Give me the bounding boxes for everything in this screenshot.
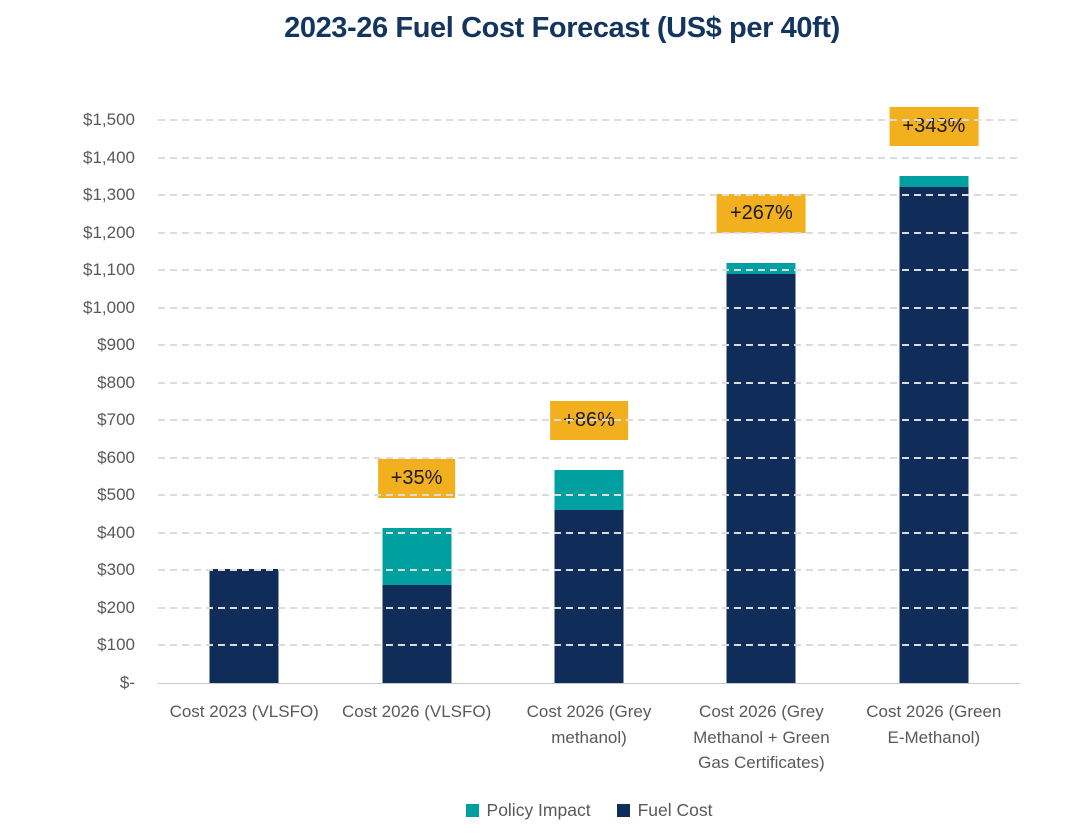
plot-area: Cost 2023 (VLSFO) +35% Cost 2026 (VLSFO) +8… bbox=[158, 106, 1020, 772]
y-axis: $- $100 $200 $300 $400 $500 $600 $700 $800 $900 $1… bbox=[40, 110, 135, 692]
y-tick-label: $1,000 bbox=[83, 297, 135, 317]
policy-impact-segment bbox=[382, 528, 452, 585]
x-axis-category-label: Cost 2026 (Grey methanol) bbox=[526, 702, 652, 747]
legend-item: Policy Impact bbox=[465, 800, 591, 821]
gridline bbox=[158, 156, 1020, 159]
percent-increase-badge: +35% bbox=[377, 459, 456, 499]
y-tick-label: $600 bbox=[97, 447, 135, 467]
bar-column-4: +267% Cost 2026 (Grey Methanol + Green Ga… bbox=[675, 120, 847, 772]
gridline bbox=[158, 119, 1020, 121]
gridline bbox=[158, 419, 1020, 422]
fuel-cost-segment bbox=[382, 584, 452, 683]
x-axis-category-label: Cost 2026 (Green E-Methanol) bbox=[866, 702, 1002, 747]
percent-increase-badge: +267% bbox=[717, 193, 806, 233]
fuel-cost-segment bbox=[726, 273, 796, 683]
bar-column-2: +35% Cost 2026 (VLSFO) bbox=[330, 120, 502, 721]
policy-impact-segment bbox=[554, 470, 624, 510]
policy-impact-segment bbox=[726, 262, 796, 274]
y-tick-label: $900 bbox=[97, 335, 135, 355]
y-tick-label: $800 bbox=[97, 372, 135, 392]
chart-title: 2023-26 Fuel Cost Forecast (US$ per 40ft… bbox=[284, 12, 840, 44]
y-tick-label: $1,100 bbox=[83, 260, 135, 280]
fuel-cost-segment bbox=[209, 568, 279, 683]
gridline bbox=[158, 344, 1020, 347]
bar-stack bbox=[554, 470, 624, 683]
y-tick-label: $200 bbox=[97, 597, 135, 617]
gridline bbox=[158, 381, 1020, 384]
y-tick-label: $400 bbox=[97, 522, 135, 542]
legend-label: Fuel Cost bbox=[637, 800, 713, 820]
gridline bbox=[158, 306, 1020, 309]
fuel-cost-segment bbox=[554, 509, 624, 683]
x-axis-category-label: Cost 2023 (VLSFO) bbox=[169, 702, 319, 721]
bar-stack bbox=[726, 262, 796, 683]
y-tick-label: $700 bbox=[97, 410, 135, 430]
legend: Policy Impact Fuel Cost bbox=[158, 800, 1020, 821]
policy-impact-segment bbox=[899, 175, 969, 187]
bar-column-5: +343% Cost 2026 (Green E-Methanol) bbox=[848, 106, 1020, 747]
gridline bbox=[158, 531, 1020, 534]
y-tick-label: $1,500 bbox=[83, 110, 135, 129]
y-tick-label: $1,400 bbox=[83, 147, 135, 167]
percent-increase-badge: +343% bbox=[889, 106, 979, 146]
y-tick-label: $300 bbox=[97, 560, 135, 580]
gridline bbox=[158, 606, 1020, 609]
legend-swatch-icon bbox=[465, 804, 479, 817]
gridline bbox=[158, 569, 1020, 572]
bar-columns: Cost 2023 (VLSFO) +35% Cost 2026 (VLSFO) +8… bbox=[158, 106, 1020, 772]
bar-stack bbox=[209, 568, 279, 683]
legend-label: Policy Impact bbox=[486, 800, 591, 820]
y-tick-label: $100 bbox=[97, 635, 135, 655]
gridline bbox=[158, 644, 1020, 647]
gridline bbox=[158, 231, 1020, 234]
bar-column-3: +86% Cost 2026 (Grey methanol) bbox=[503, 120, 675, 747]
y-tick-label: $- bbox=[119, 673, 135, 692]
gridline bbox=[158, 194, 1020, 197]
x-axis-category-label: Cost 2026 (VLSFO) bbox=[341, 702, 492, 721]
gridline bbox=[158, 269, 1020, 272]
gridline bbox=[158, 494, 1020, 497]
bar-stack bbox=[382, 528, 452, 683]
legend-swatch-icon bbox=[616, 804, 630, 817]
y-tick-label: $1,200 bbox=[83, 222, 135, 242]
y-tick-label: $1,300 bbox=[83, 185, 135, 205]
gridline bbox=[158, 456, 1020, 459]
y-tick-label: $500 bbox=[97, 485, 135, 505]
x-axis-category-label: Cost 2026 (Grey Methanol + Green Gas Cer… bbox=[693, 702, 830, 772]
legend-item: Fuel Cost bbox=[616, 800, 713, 821]
bar-column-1: Cost 2023 (VLSFO) bbox=[158, 120, 330, 721]
